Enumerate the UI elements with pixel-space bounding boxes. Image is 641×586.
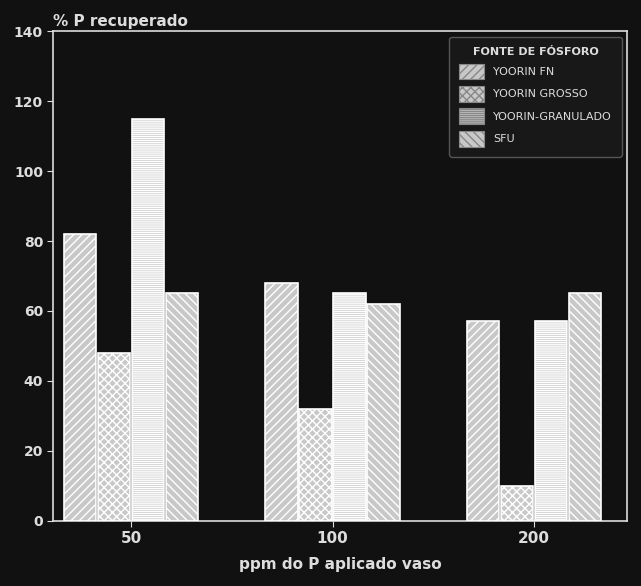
X-axis label: ppm do P aplicado vaso: ppm do P aplicado vaso [239, 557, 442, 572]
Bar [467, 322, 499, 520]
Text: % P recuperado: % P recuperado [53, 14, 188, 29]
Bar [535, 322, 567, 520]
Legend: YOORIN FN, YOORIN GROSSO, YOORIN-GRANULADO, SFU: YOORIN FN, YOORIN GROSSO, YOORIN-GRANULA… [449, 37, 622, 156]
Bar [299, 409, 331, 520]
Bar [166, 294, 198, 520]
Bar [333, 294, 366, 520]
Bar [367, 304, 400, 520]
Bar [501, 486, 533, 520]
Bar [63, 234, 96, 520]
Bar [265, 283, 297, 520]
Bar [132, 119, 164, 520]
Bar [569, 294, 601, 520]
Bar [97, 353, 130, 520]
